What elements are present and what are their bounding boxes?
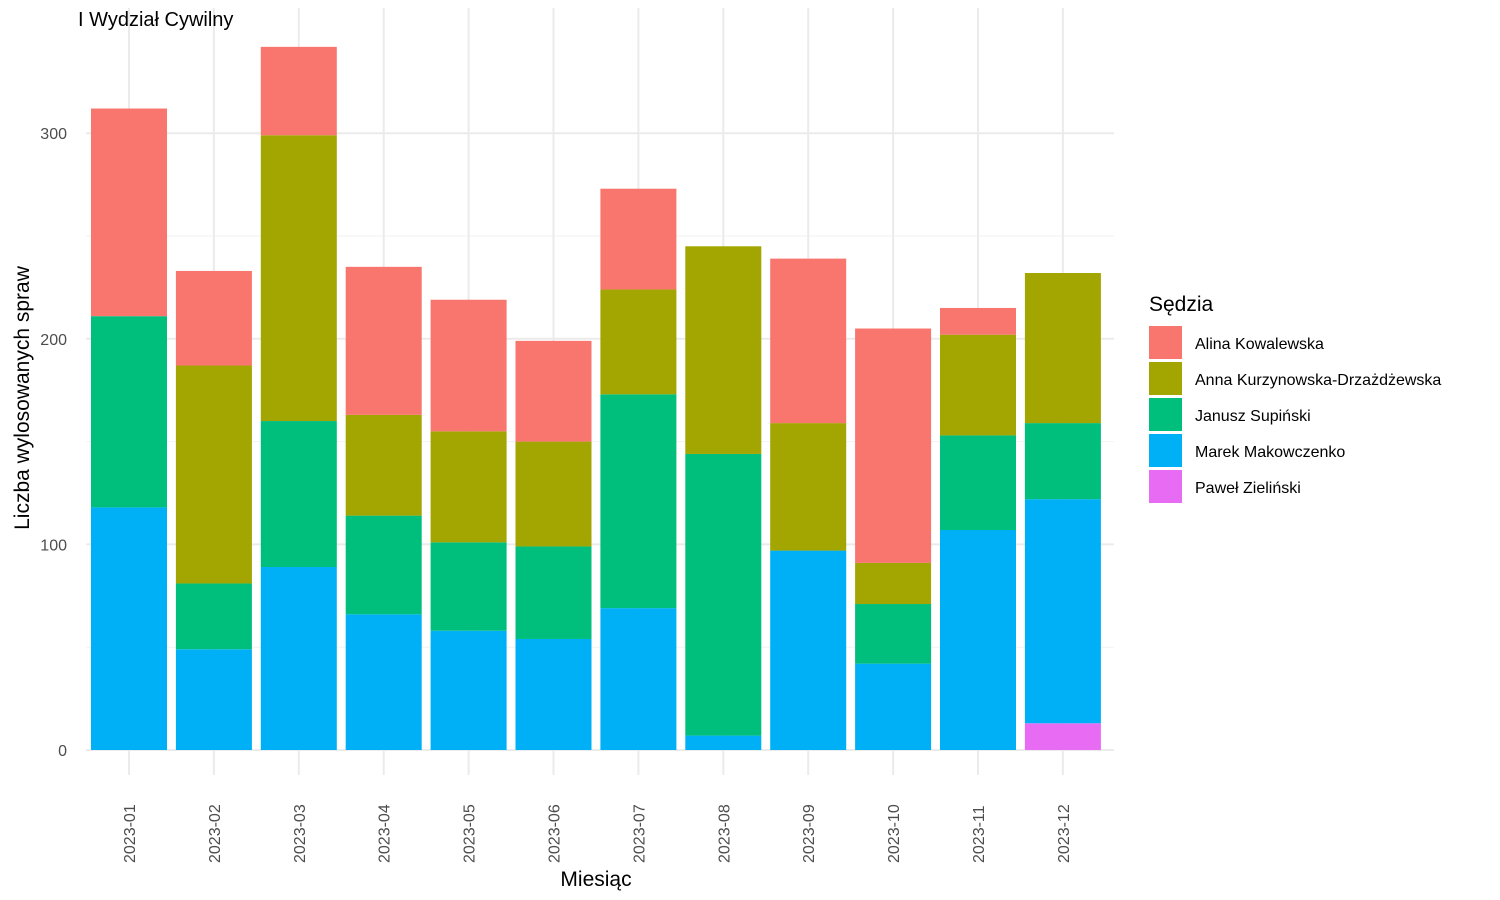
bar-segment bbox=[515, 638, 592, 750]
bar-segment bbox=[600, 289, 677, 395]
bar-segment bbox=[260, 46, 337, 136]
bar-segment bbox=[345, 515, 422, 615]
bar-segment bbox=[685, 453, 762, 736]
bar-segment bbox=[685, 735, 762, 750]
bar-segment bbox=[175, 649, 252, 750]
bar-segment bbox=[855, 604, 932, 664]
x-tick-label: 2023-09 bbox=[801, 804, 818, 863]
bar-segment bbox=[175, 365, 252, 584]
x-tick-label: 2023-12 bbox=[1056, 804, 1073, 863]
bar-segment bbox=[855, 328, 932, 563]
y-tick-label: 300 bbox=[40, 126, 67, 143]
bar-segment bbox=[345, 614, 422, 750]
bar-segment bbox=[430, 630, 507, 750]
bars bbox=[91, 46, 1101, 750]
y-tick-label: 100 bbox=[40, 537, 67, 554]
bar-segment bbox=[855, 663, 932, 750]
legend-label: Janusz Supiński bbox=[1195, 408, 1311, 425]
legend-title: Sędzia bbox=[1149, 293, 1214, 316]
bar-segment bbox=[91, 507, 167, 750]
x-tick-label: 2023-11 bbox=[971, 805, 988, 863]
x-tick-label: 2023-07 bbox=[631, 804, 648, 863]
bar-segment bbox=[430, 299, 507, 432]
bar-segment bbox=[600, 188, 677, 290]
bar-segment bbox=[685, 246, 762, 454]
x-tick-label: 2023-10 bbox=[886, 804, 903, 863]
bar-segment bbox=[1024, 723, 1101, 750]
bar-segment bbox=[260, 135, 337, 422]
bar-segment bbox=[260, 567, 337, 750]
bar-segment bbox=[515, 546, 592, 639]
bar-segment bbox=[600, 608, 677, 750]
bar-segment bbox=[515, 340, 592, 442]
bar-segment bbox=[430, 431, 507, 543]
bar-segment bbox=[600, 394, 677, 609]
x-tick-label: 2023-05 bbox=[462, 804, 479, 863]
legend-label: Alina Kowalewska bbox=[1195, 336, 1324, 353]
bar-segment bbox=[345, 266, 422, 415]
x-axis-title: Miesiąc bbox=[560, 868, 631, 891]
bar-segment bbox=[1024, 423, 1101, 500]
chart-title: I Wydział Cywilny bbox=[78, 9, 233, 31]
bar-segment bbox=[430, 542, 507, 631]
legend-swatch bbox=[1149, 470, 1182, 503]
x-tick-label: 2023-06 bbox=[547, 804, 564, 863]
x-tick-label: 2023-08 bbox=[716, 804, 733, 863]
legend-swatch bbox=[1149, 398, 1182, 431]
bar-segment bbox=[260, 421, 337, 568]
legend-label: Anna Kurzynowska-Drzażdżewska bbox=[1195, 372, 1441, 389]
bar-segment bbox=[940, 307, 1016, 335]
y-axis-ticks: 0 100 200 300 bbox=[40, 126, 67, 760]
x-tick-label: 2023-04 bbox=[377, 804, 394, 863]
bar-segment bbox=[770, 550, 847, 750]
legend-label: Marek Makowczenko bbox=[1195, 444, 1345, 461]
bar-segment bbox=[175, 270, 252, 366]
x-axis-ticks: 2023-01 2023-02 2023-03 2023-04 2023-05 2023-… bbox=[122, 804, 1073, 863]
x-tick-label: 2023-03 bbox=[292, 804, 309, 863]
x-tick-label: 2023-02 bbox=[207, 804, 224, 863]
legend-label: Paweł Zieliński bbox=[1195, 480, 1301, 497]
bar-segment bbox=[91, 108, 167, 317]
bar-segment bbox=[515, 441, 592, 547]
bar-segment bbox=[175, 583, 252, 650]
x-tick-label: 2023-01 bbox=[122, 804, 139, 863]
bar-segment bbox=[1024, 273, 1101, 424]
legend-swatch bbox=[1149, 326, 1182, 359]
bar-segment bbox=[855, 562, 932, 605]
bar-segment bbox=[770, 258, 847, 424]
y-tick-label: 200 bbox=[40, 332, 67, 349]
bar-segment bbox=[91, 316, 167, 508]
legend-swatch bbox=[1149, 434, 1182, 467]
legend: Sędzia Alina Kowalewska Anna Kurzynowska-… bbox=[1149, 293, 1441, 503]
bar-segment bbox=[770, 423, 847, 551]
legend-swatch bbox=[1149, 362, 1182, 395]
bar-segment bbox=[940, 435, 1016, 531]
bar-segment bbox=[345, 414, 422, 516]
y-axis-title: Liczba wylosowanych spraw bbox=[11, 265, 34, 530]
bar-segment bbox=[940, 334, 1016, 436]
y-tick-label: 0 bbox=[58, 743, 67, 760]
bar-segment bbox=[1024, 499, 1101, 724]
bar-segment bbox=[940, 530, 1016, 750]
